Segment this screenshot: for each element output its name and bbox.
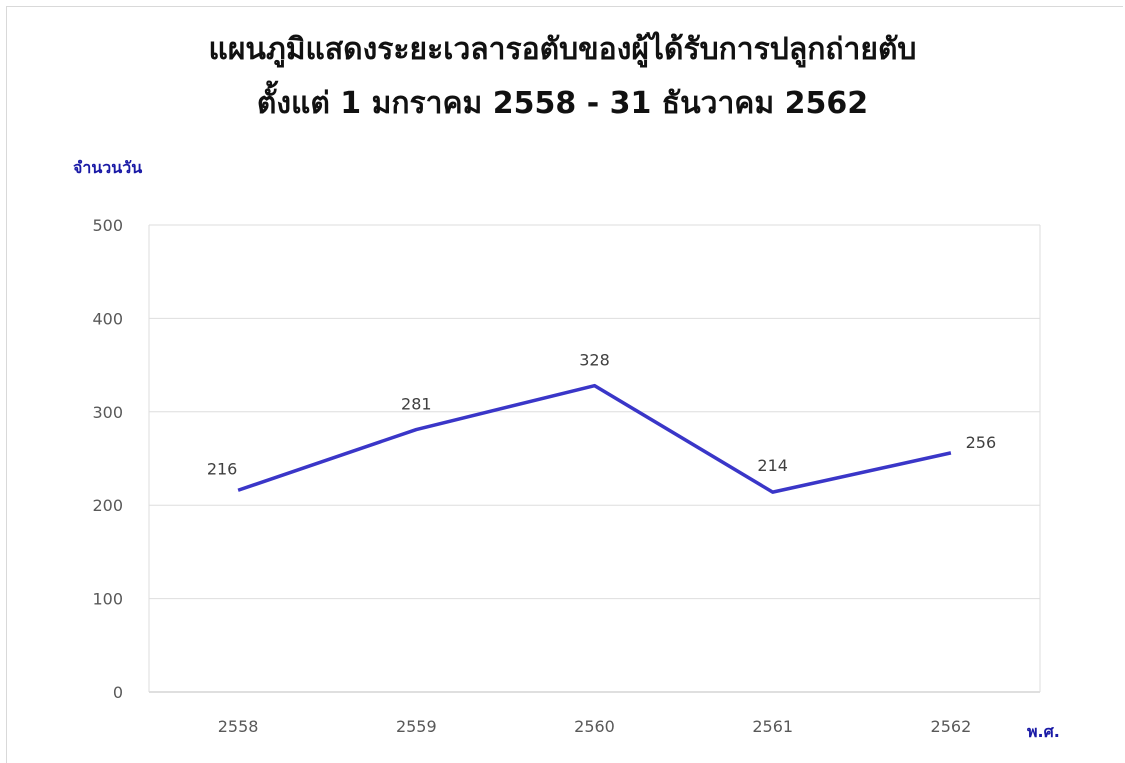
y-tick-label: 400	[92, 309, 123, 328]
series-line-group	[237, 383, 952, 494]
y-tick-label: 100	[92, 590, 123, 609]
data-label: 216	[207, 459, 238, 478]
data-labels: 216 281 328 214 256	[207, 351, 996, 479]
data-label: 214	[757, 456, 788, 475]
series-line	[237, 383, 952, 494]
y-tick-label: 200	[92, 496, 123, 515]
x-tick-label: 2560	[574, 717, 615, 736]
chart-frame	[6, 6, 1123, 763]
chart-subtitle: ตั้งแต่ 1 มกราคม 2558 - 31 ธันวาคม 2562	[256, 86, 869, 121]
y-tick-label: 500	[92, 216, 123, 235]
data-label: 328	[579, 351, 610, 370]
x-tick-label: 2558	[218, 717, 259, 736]
x-axis-label: พ.ศ.	[1027, 722, 1060, 741]
x-tick-label: 2562	[931, 717, 972, 736]
gridlines	[148, 224, 1041, 693]
chart-title: แผนภูมิแสดงระยะเวลารอตับของผู้ได้รับการป…	[208, 32, 917, 67]
data-label: 281	[401, 395, 432, 414]
y-tick-labels: 0 100 200 300 400 500	[92, 216, 123, 702]
y-tick-label: 0	[113, 683, 123, 702]
x-tick-label: 2561	[752, 717, 793, 736]
x-tick-labels: 2558 2559 2560 2561 2562	[218, 717, 972, 736]
y-tick-label: 300	[92, 403, 123, 422]
data-label: 256	[966, 433, 997, 452]
x-tick-label: 2559	[396, 717, 437, 736]
y-axis-label: จำนวนวัน	[73, 158, 143, 177]
